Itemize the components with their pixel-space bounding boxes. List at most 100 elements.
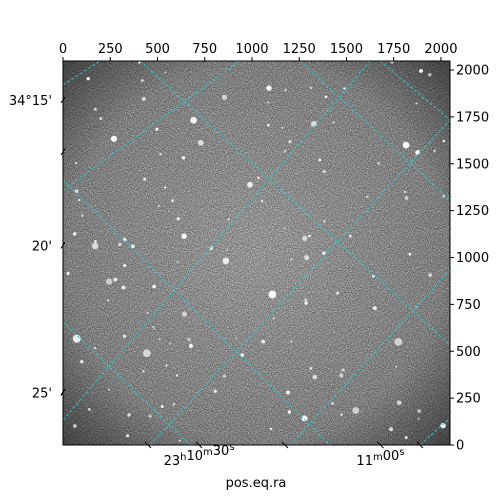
dec-tick: [60, 388, 66, 396]
dec-label: 25': [32, 387, 52, 402]
star: [227, 217, 230, 221]
ra-label: 23h10m30s: [164, 442, 235, 469]
star: [419, 68, 424, 73]
star: [308, 234, 311, 238]
star: [257, 176, 260, 180]
star: [267, 123, 270, 127]
star: [417, 409, 421, 413]
star: [197, 140, 204, 146]
right-tick-label: 1500: [456, 157, 489, 172]
star: [349, 234, 352, 238]
star: [247, 181, 253, 188]
coordinate-grid: [63, 61, 450, 445]
star: [304, 255, 310, 261]
star: [318, 158, 322, 162]
star: [93, 107, 97, 111]
star: [99, 117, 103, 120]
star: [283, 227, 286, 230]
top-tick-label: 500: [145, 42, 170, 57]
grid-line: [299, 61, 450, 201]
star: [155, 127, 159, 131]
star: [304, 301, 308, 305]
grid-line: [63, 61, 241, 191]
star: [222, 374, 227, 378]
star: [366, 195, 369, 198]
star: [118, 242, 122, 247]
star: [160, 405, 164, 408]
star: [209, 246, 213, 251]
star: [304, 298, 308, 302]
star: [322, 169, 326, 174]
star: [190, 116, 198, 124]
star: [122, 334, 127, 338]
star: [341, 368, 345, 372]
star: [339, 373, 344, 378]
star: [164, 71, 167, 74]
star: [175, 374, 179, 377]
star: [284, 89, 287, 92]
star: [110, 135, 118, 142]
star: [272, 317, 275, 320]
star: [142, 370, 145, 373]
star: [138, 61, 141, 64]
grid-line: [63, 61, 101, 86]
star: [86, 76, 90, 81]
ra-tick: [281, 441, 289, 449]
dec-label: 34°15': [9, 94, 52, 109]
ra-axis-labels: 23h10m30s 11m00s: [144, 441, 424, 469]
star: [404, 195, 409, 200]
star: [394, 337, 403, 346]
star: [268, 290, 277, 299]
star: [427, 72, 432, 77]
dec-tick: [60, 148, 66, 156]
star: [222, 257, 230, 265]
star: [121, 285, 126, 290]
right-tick-label: 0: [456, 439, 464, 454]
ra-tick: [195, 441, 203, 449]
star: [158, 338, 161, 341]
star: [352, 407, 360, 414]
grid-line: [419, 417, 450, 445]
star: [442, 139, 446, 143]
star: [157, 205, 160, 207]
x-axis-title: pos.eq.ra: [226, 476, 287, 491]
star: [171, 199, 175, 203]
star: [372, 306, 377, 311]
star: [290, 258, 293, 261]
right-tick-label: 1750: [456, 110, 489, 125]
star: [181, 311, 188, 317]
star: [123, 264, 127, 268]
star: [94, 239, 97, 243]
top-tick-label: 1750: [377, 42, 410, 57]
star: [172, 402, 176, 406]
star: [142, 349, 151, 358]
star: [240, 353, 244, 357]
star: [87, 407, 91, 411]
dec-tick: [60, 242, 66, 249]
star: [91, 242, 99, 250]
star: [153, 327, 155, 329]
star: [141, 79, 144, 82]
star: [213, 389, 217, 393]
star: [402, 141, 410, 149]
sky-vignette: [63, 61, 450, 445]
top-tick-label: 0: [59, 42, 67, 57]
grid-line: [63, 61, 371, 421]
star: [181, 156, 186, 160]
star: [130, 244, 135, 249]
star: [159, 152, 162, 156]
grid-line: [149, 119, 450, 445]
top-tick-label: 1500: [330, 42, 363, 57]
star: [73, 424, 77, 428]
star: [127, 413, 131, 417]
star: [389, 427, 394, 432]
star: [395, 366, 397, 368]
plot-frame: [62, 60, 451, 446]
star: [80, 360, 84, 364]
star: [309, 86, 313, 89]
star: [440, 422, 446, 429]
star: [336, 291, 340, 295]
star: [176, 217, 181, 221]
star: [72, 334, 81, 343]
star: [417, 417, 420, 420]
